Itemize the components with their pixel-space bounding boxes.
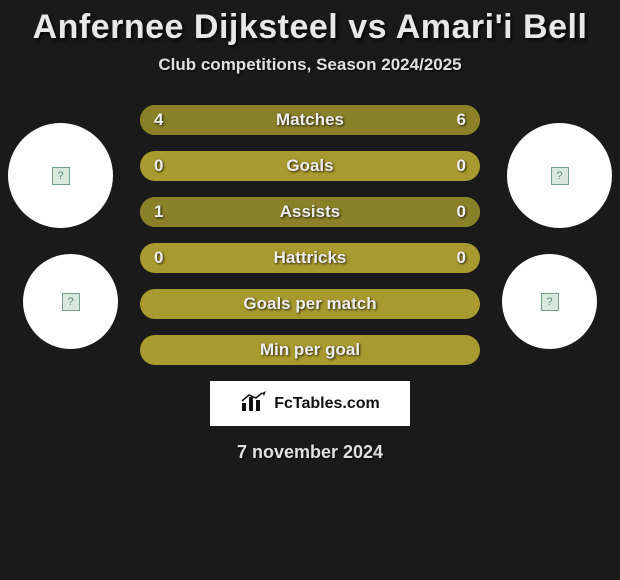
stat-row: Min per goal xyxy=(140,335,480,365)
stat-label: Min per goal xyxy=(140,335,480,365)
image-placeholder-icon: ? xyxy=(541,293,559,311)
stat-label: Matches xyxy=(140,105,480,135)
stat-label: Assists xyxy=(140,197,480,227)
logo-text: FcTables.com xyxy=(274,395,380,413)
image-placeholder-icon: ? xyxy=(52,167,70,185)
stat-row: 10Assists xyxy=(140,197,480,227)
player2-club-avatar: ? xyxy=(502,254,597,349)
player2-avatar: ? xyxy=(507,123,612,228)
stat-row: 00Hattricks xyxy=(140,243,480,273)
stat-row: Goals per match xyxy=(140,289,480,319)
image-placeholder-icon: ? xyxy=(551,167,569,185)
chart-icon xyxy=(240,391,268,416)
logo-box: FcTables.com xyxy=(210,381,410,426)
date-label: 7 november 2024 xyxy=(0,442,620,463)
subtitle: Club competitions, Season 2024/2025 xyxy=(0,55,620,75)
stat-label: Hattricks xyxy=(140,243,480,273)
stat-label: Goals per match xyxy=(140,289,480,319)
comparison-card: Anfernee Dijksteel vs Amari'i Bell Club … xyxy=(0,0,620,580)
player1-avatar: ? xyxy=(8,123,113,228)
stat-label: Goals xyxy=(140,151,480,181)
player1-club-avatar: ? xyxy=(23,254,118,349)
stats-bars: 46Matches 00Goals 10Assists 00Hattricks Goal… xyxy=(140,105,480,365)
page-title: Anfernee Dijksteel vs Amari'i Bell xyxy=(0,8,620,47)
stat-row: 00Goals xyxy=(140,151,480,181)
stat-row: 46Matches xyxy=(140,105,480,135)
image-placeholder-icon: ? xyxy=(62,293,80,311)
